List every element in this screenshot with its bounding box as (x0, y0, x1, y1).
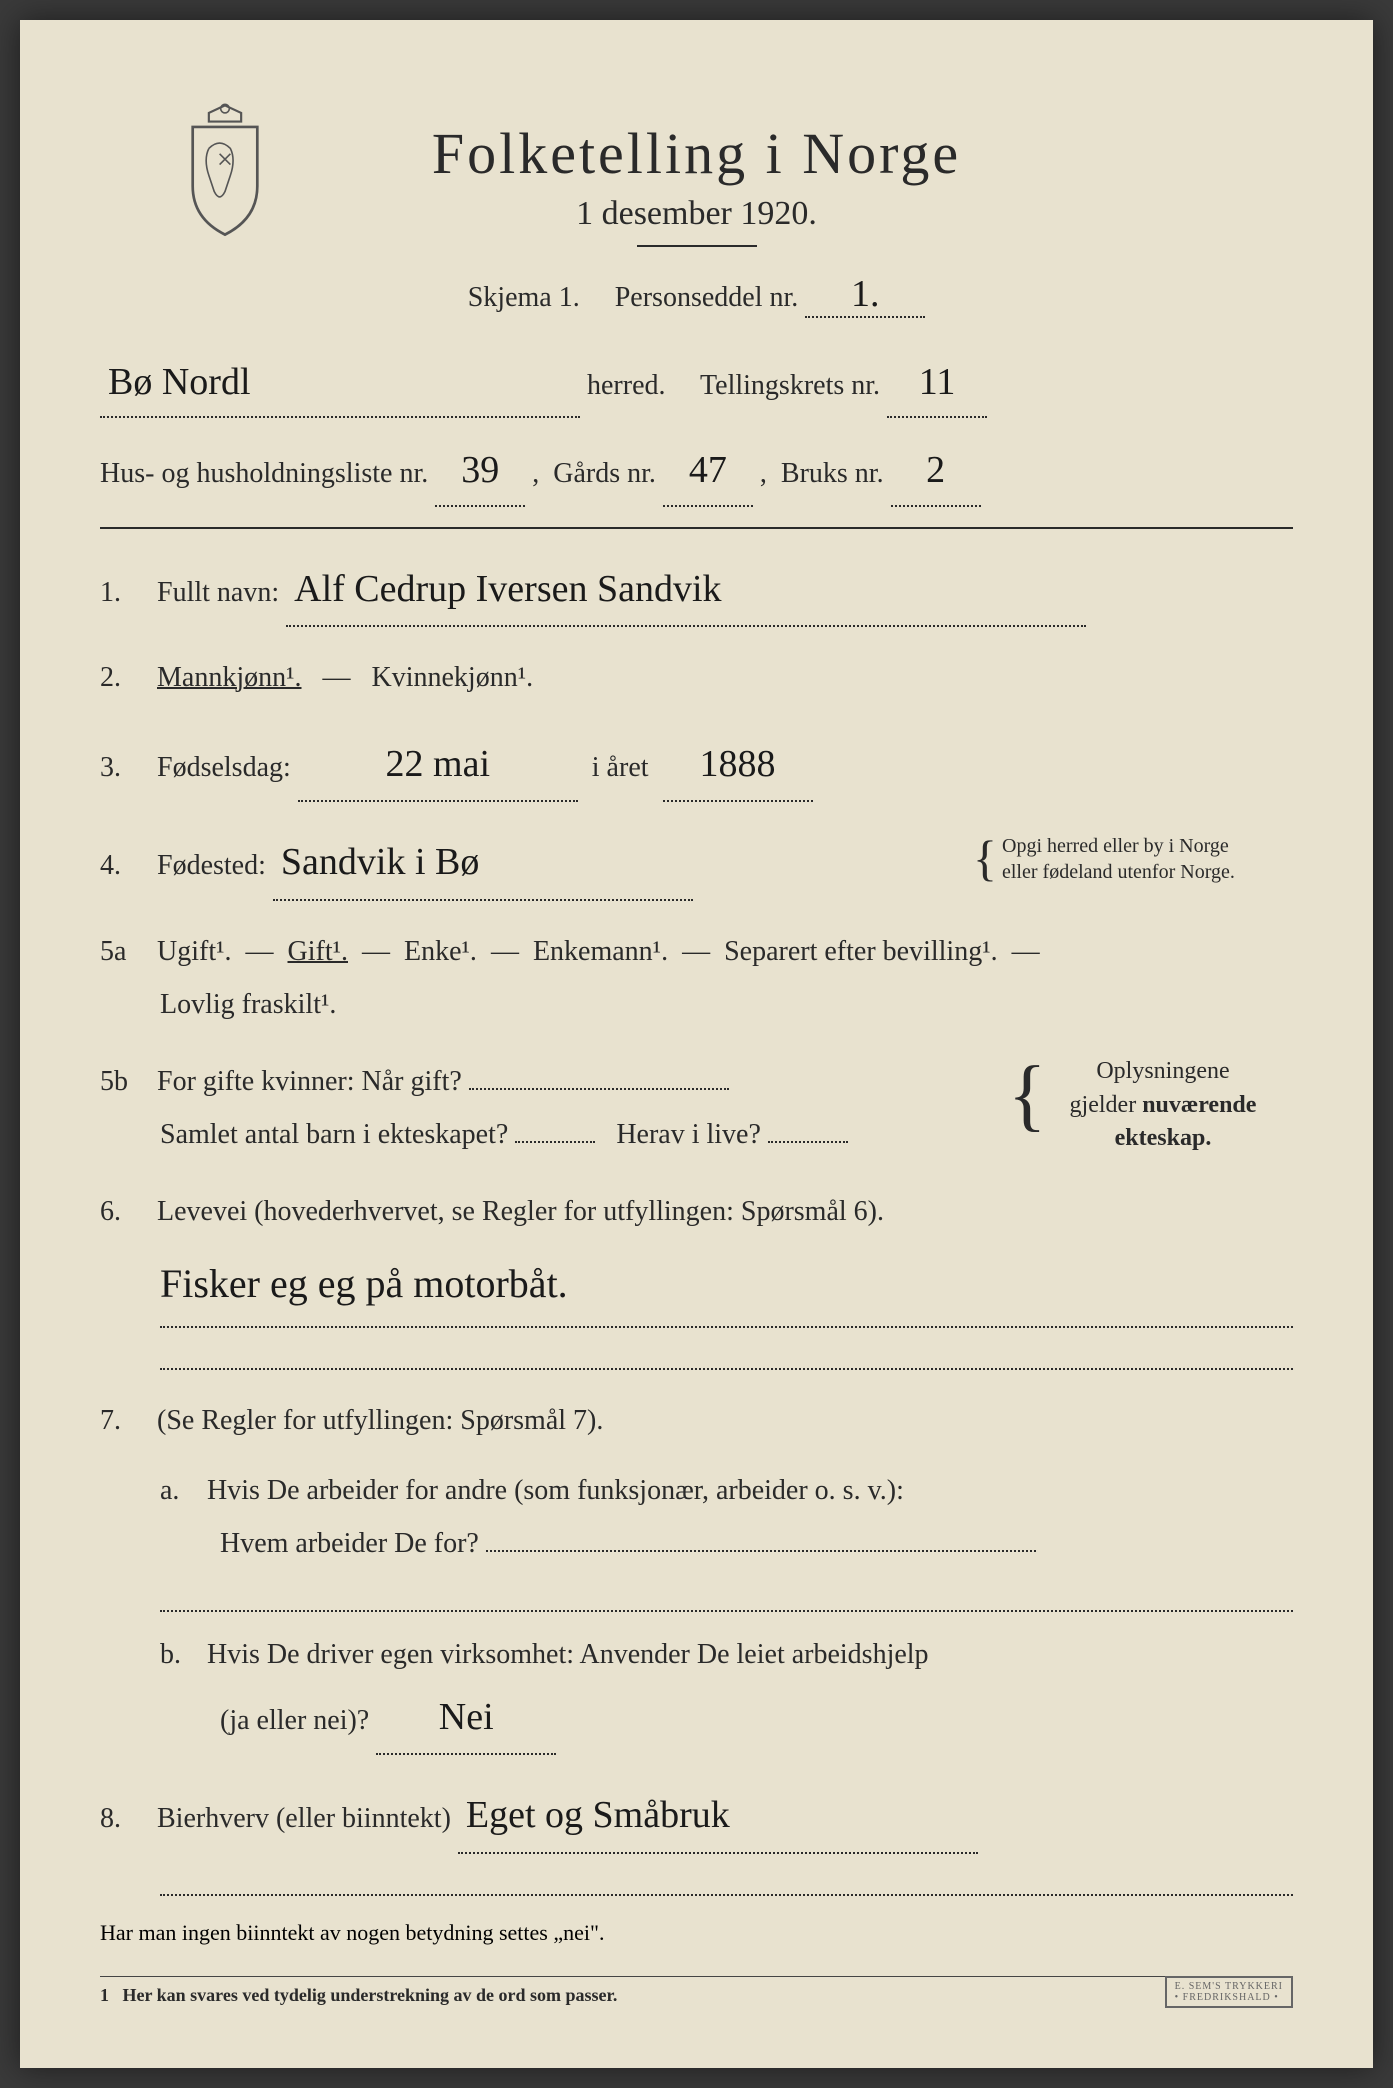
q8-value: Eget og Småbruk (458, 1779, 978, 1853)
q8-label: Bierhverv (eller biinntekt) (157, 1803, 451, 1834)
q4-num: 4. (100, 839, 150, 892)
q7a-line2: Hvem arbeider De for? (220, 1528, 479, 1559)
q6-num: 6. (100, 1185, 150, 1238)
q8-row: 8. Bierhverv (eller biinntekt) Eget og S… (100, 1779, 1293, 1895)
census-form-page: Folketelling i Norge 1 desember 1920. Sk… (20, 20, 1373, 2068)
q5b-line2b: Herav i live? (616, 1119, 761, 1150)
q5a-enke: Enke¹. (404, 936, 477, 967)
q7a-empty (160, 1582, 1293, 1612)
herred-value: Bø Nordl (100, 348, 580, 418)
q4-value: Sandvik i Bø (273, 826, 693, 900)
q8-empty (160, 1866, 1293, 1896)
q3-day: 22 mai (298, 728, 578, 802)
q5b-row: { Oplysningene gjelder nuværende ekteska… (100, 1055, 1293, 1161)
footnote: 1 Her kan svares ved tydelig understrekn… (100, 1976, 1293, 2006)
q5b-num: 5b (100, 1055, 150, 1108)
tellingskrets-label: Tellingskrets nr. (700, 370, 880, 401)
q4-note-2: eller fødeland utenfor Norge. (1002, 861, 1235, 883)
q5b-gift-year (469, 1088, 729, 1090)
q1-value: Alf Cedrup Iversen Sandvik (286, 553, 1086, 627)
gards-nr: 47 (663, 436, 753, 506)
q4-note: { Opgi herred eller by i Norge eller fød… (973, 826, 1293, 891)
hus-row: Hus- og husholdningsliste nr. 39 , Gårds… (100, 436, 1293, 506)
q7-num: 7. (100, 1394, 150, 1447)
q8-num: 8. (100, 1792, 150, 1845)
q3-row: 3. Fødselsdag: 22 mai i året 1888 (100, 728, 1293, 802)
q5a-row: 5a Ugift¹. — Gift¹. — Enke¹. — Enkemann¹… (100, 925, 1293, 1031)
q7a-value (486, 1550, 1036, 1552)
q5b-note-1: Oplysningene (1096, 1058, 1229, 1084)
q4-row: 4. Fødested: Sandvik i Bø { Opgi herred … (100, 826, 1293, 900)
stamp-line1: E. SEM'S TRYKKERI (1175, 1981, 1283, 1992)
biinntekt-note: Har man ingen biinntekt av nogen betydni… (100, 1920, 1293, 1946)
q5b-line2a: Samlet antal barn i ekteskapet? (160, 1119, 508, 1150)
q4-label: Fødested: (157, 850, 266, 881)
q1-row: 1. Fullt navn: Alf Cedrup Iversen Sandvi… (100, 553, 1293, 627)
q6-value: Fisker eg eg på motorbåt. (160, 1246, 1293, 1328)
q2-num: 2. (100, 651, 150, 704)
q3-label: Fødselsdag: (157, 752, 291, 783)
personseddel-nr: 1. (805, 272, 925, 318)
bruks-label: Bruks nr. (781, 458, 884, 489)
footnote-text: Her kan svares ved tydelig understreknin… (123, 1985, 618, 2005)
form-number-row: Skjema 1. Personseddel nr. 1. (100, 272, 1293, 318)
herred-row: Bø Nordl herred. Tellingskrets nr. 11 (100, 348, 1293, 418)
q7b-line1: Hvis De driver egen virksomhet: Anvender… (207, 1639, 929, 1670)
q6-empty-line (160, 1340, 1293, 1370)
printer-stamp: E. SEM'S TRYKKERI • FREDRIKSHALD • (1165, 1976, 1293, 2008)
q5b-live (768, 1141, 848, 1143)
q7-row: 7. (Se Regler for utfyllingen: Spørsmål … (100, 1394, 1293, 1755)
q2-sep: — (323, 662, 351, 693)
skjema-label: Skjema 1. (468, 282, 580, 313)
bruks-nr: 2 (891, 436, 981, 506)
title-divider (637, 245, 757, 247)
q1-num: 1. (100, 566, 150, 619)
q7-label: (Se Regler for utfyllingen: Spørsmål 7). (157, 1405, 603, 1436)
q5a-num: 5a (100, 925, 150, 978)
q6-row: 6. Levevei (hovederhvervet, se Regler fo… (100, 1185, 1293, 1370)
q3-year-label: i året (592, 752, 649, 783)
q5b-note: { Oplysningene gjelder nuværende ekteska… (1033, 1055, 1293, 1156)
q3-num: 3. (100, 741, 150, 794)
stamp-line2: • FREDRIKSHALD • (1175, 1992, 1283, 2003)
q2-kvinne: Kvinnekjønn¹. (372, 662, 534, 693)
q7a-line1: Hvis De arbeider for andre (som funksjon… (207, 1475, 904, 1506)
q4-note-1: Opgi herred eller by i Norge (1002, 835, 1229, 857)
gards-label: Gårds nr. (553, 458, 656, 489)
tellingskrets-nr: 11 (887, 348, 987, 418)
q2-row: 2. Mannkjønn¹. — Kvinnekjønn¹. (100, 651, 1293, 704)
q5b-note-3: ekteskap. (1115, 1125, 1212, 1151)
divider-1 (100, 527, 1293, 529)
q6-label: Levevei (hovederhvervet, se Regler for u… (157, 1196, 884, 1227)
q5a-ugift: Ugift¹. (157, 936, 232, 967)
q2-mann: Mannkjønn¹. (157, 662, 302, 693)
q5a-gift: Gift¹. (288, 936, 349, 967)
hus-nr: 39 (435, 436, 525, 506)
hus-label: Hus- og husholdningsliste nr. (100, 458, 428, 489)
q7b-line2: (ja eller nei)? (220, 1705, 369, 1736)
personseddel-label: Personseddel nr. (615, 282, 799, 313)
q5a-enkemann: Enkemann¹. (533, 936, 668, 967)
herred-label: herred. (587, 370, 666, 401)
coat-of-arms-icon (170, 100, 280, 240)
q5a-separert: Separert efter bevilling¹. (724, 936, 998, 967)
q5b-note-2: gjelder nuværende (1070, 1092, 1257, 1118)
q1-label: Fullt navn: (157, 577, 279, 608)
footnote-marker: 1 (100, 1985, 109, 2005)
q7a-num: a. (160, 1464, 200, 1517)
form-header: Folketelling i Norge 1 desember 1920. Sk… (100, 120, 1293, 318)
q7b-num: b. (160, 1628, 200, 1681)
q5b-line1: For gifte kvinner: Når gift? (157, 1066, 462, 1097)
q5a-lovlig: Lovlig fraskilt¹. (100, 978, 1293, 1031)
q3-year: 1888 (663, 728, 813, 802)
q7b-value: Nei (376, 1681, 556, 1755)
q5b-barn (515, 1141, 595, 1143)
